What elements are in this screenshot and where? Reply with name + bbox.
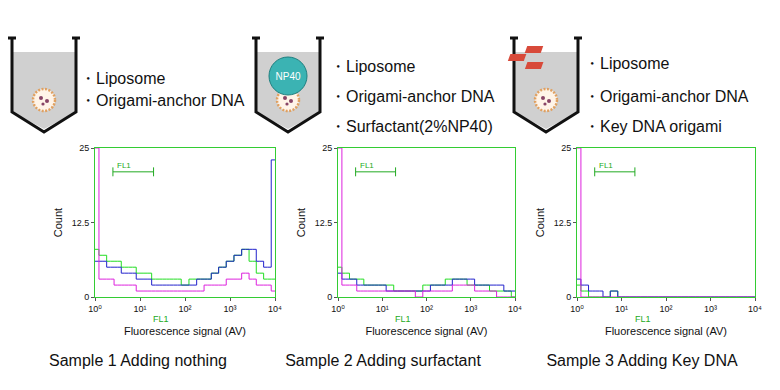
svg-text:Count: Count: [52, 208, 64, 237]
svg-text:Fluorescence signal (AV): Fluorescence signal (AV): [365, 325, 487, 337]
svg-text:25: 25: [79, 143, 89, 153]
svg-text:NP40: NP40: [275, 71, 300, 82]
svg-text:0: 0: [327, 292, 332, 302]
svg-text:10⁰: 10⁰: [88, 304, 102, 314]
svg-text:10²: 10²: [420, 304, 433, 314]
html-text:Sample 3 Adding Key DNA: Sample 3 Adding Key DNA: [546, 352, 738, 369]
svg-text:0: 0: [566, 292, 571, 302]
svg-text:12.5: 12.5: [315, 218, 333, 228]
svg-text:25: 25: [561, 143, 571, 153]
svg-text:10³: 10³: [223, 304, 236, 314]
svg-text:FL1: FL1: [599, 161, 613, 170]
svg-text:10⁰: 10⁰: [331, 304, 345, 314]
svg-text:10⁴: 10⁴: [748, 304, 762, 314]
svg-text:Fluorescence signal (AV): Fluorescence signal (AV): [605, 325, 727, 337]
svg-text:0: 0: [84, 292, 89, 302]
svg-text:Count: Count: [295, 208, 307, 237]
html-text:・Liposome: ・Liposome: [80, 70, 166, 87]
html-text:・Key DNA origami: ・Key DNA origami: [584, 118, 722, 135]
svg-text:10¹: 10¹: [376, 304, 389, 314]
svg-text:10²: 10²: [178, 304, 191, 314]
svg-text:12.5: 12.5: [72, 218, 90, 228]
html-text:・Origami-anchor DNA: ・Origami-anchor DNA: [330, 88, 495, 105]
svg-text:FL1: FL1: [153, 314, 169, 324]
html-text:・Liposome: ・Liposome: [584, 55, 670, 72]
svg-text:10³: 10³: [704, 304, 717, 314]
svg-text:12.5: 12.5: [554, 218, 572, 228]
svg-text:10³: 10³: [464, 304, 477, 314]
svg-text:FL1: FL1: [360, 161, 374, 170]
svg-text:10¹: 10¹: [133, 304, 146, 314]
svg-text:10⁰: 10⁰: [570, 304, 584, 314]
svg-text:Fluorescence signal (AV): Fluorescence signal (AV): [124, 325, 246, 337]
svg-text:10²: 10²: [659, 304, 672, 314]
svg-text:Count: Count: [534, 208, 546, 237]
svg-text:FL1: FL1: [117, 161, 131, 170]
svg-text:FL1: FL1: [395, 314, 411, 324]
html-text:Sample 1 Adding nothing: Sample 1 Adding nothing: [49, 352, 227, 369]
svg-text:10¹: 10¹: [615, 304, 628, 314]
html-text:・Origami-anchor DNA: ・Origami-anchor DNA: [80, 92, 245, 109]
svg-text:10⁴: 10⁴: [268, 304, 282, 314]
svg-text:FL1: FL1: [635, 314, 651, 324]
html-text:Sample 2 Adding surfactant: Sample 2 Adding surfactant: [285, 352, 481, 369]
html-text:・Liposome: ・Liposome: [330, 58, 416, 75]
svg-text:25: 25: [322, 143, 332, 153]
svg-text:10⁴: 10⁴: [508, 304, 522, 314]
html-text:・Surfactant(2%NP40): ・Surfactant(2%NP40): [330, 118, 493, 135]
html-text:・Origami-anchor DNA: ・Origami-anchor DNA: [584, 88, 749, 105]
